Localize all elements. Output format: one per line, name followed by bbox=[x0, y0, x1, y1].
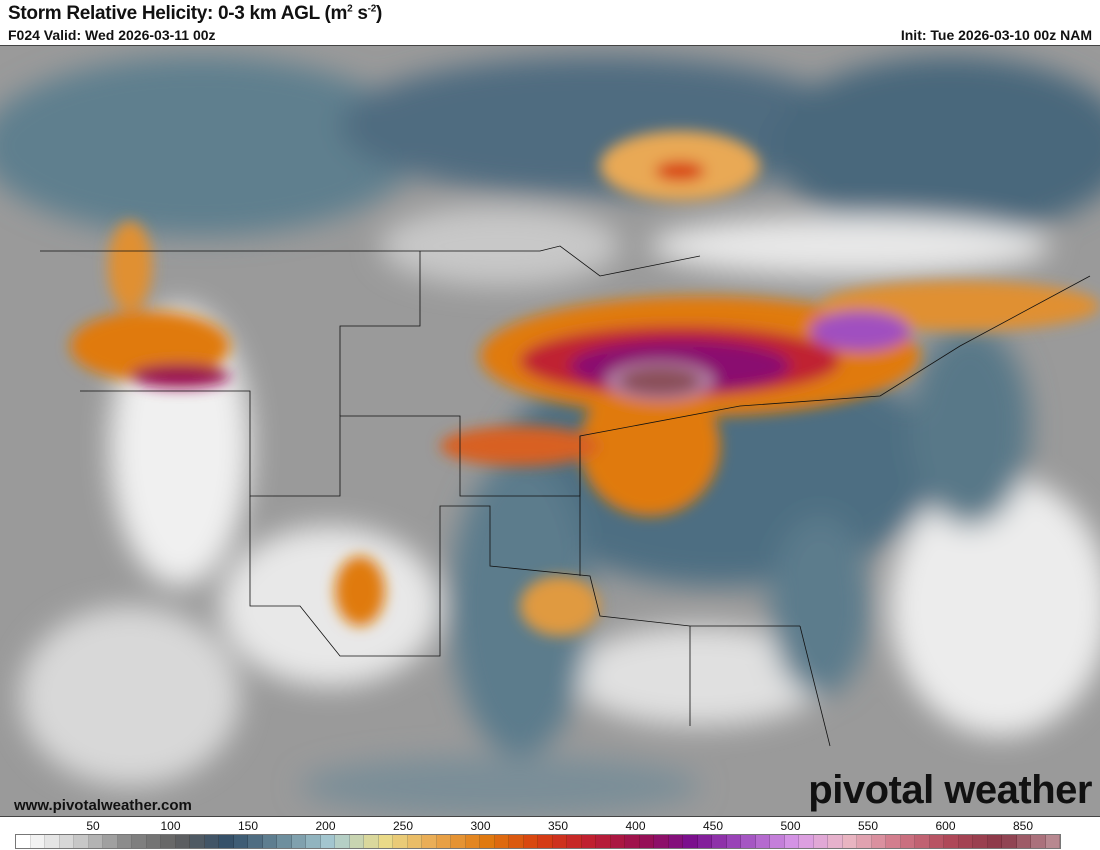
legend-swatch bbox=[683, 835, 698, 848]
map-title: Storm Relative Helicity: 0-3 km AGL (m2 … bbox=[8, 3, 382, 24]
legend-swatch bbox=[1031, 835, 1046, 848]
legend-swatch bbox=[987, 835, 1002, 848]
legend-swatch bbox=[233, 835, 248, 848]
legend-swatch bbox=[190, 835, 205, 848]
legend-swatch bbox=[45, 835, 60, 848]
legend-swatch bbox=[929, 835, 944, 848]
legend-swatch bbox=[88, 835, 103, 848]
legend-swatch bbox=[393, 835, 408, 848]
legend-swatch bbox=[117, 835, 132, 848]
legend-swatch bbox=[30, 835, 45, 848]
legend-swatch bbox=[451, 835, 466, 848]
legend-swatch bbox=[596, 835, 611, 848]
legend-swatch bbox=[915, 835, 930, 848]
legend-swatch bbox=[175, 835, 190, 848]
legend-swatch bbox=[828, 835, 843, 848]
legend-swatch bbox=[291, 835, 306, 848]
legend-swatch bbox=[755, 835, 770, 848]
legend-swatch bbox=[146, 835, 161, 848]
legend-swatch bbox=[219, 835, 234, 848]
legend-swatch bbox=[436, 835, 451, 848]
legend-swatch bbox=[364, 835, 379, 848]
legend-swatch bbox=[204, 835, 219, 848]
legend-swatch bbox=[538, 835, 553, 848]
legend-tick: 450 bbox=[702, 819, 724, 833]
pivotal-weather-logo: pivotal weather bbox=[808, 768, 1092, 812]
legend-tick: 500 bbox=[780, 819, 801, 833]
legend-swatch bbox=[320, 835, 335, 848]
helicity-field bbox=[0, 56, 1100, 816]
legend-swatch bbox=[625, 835, 640, 848]
legend-tick: 150 bbox=[237, 819, 259, 833]
legend-swatch bbox=[813, 835, 828, 848]
legend-swatch bbox=[697, 835, 712, 848]
legend-swatch bbox=[668, 835, 683, 848]
legend-swatch bbox=[900, 835, 915, 848]
legend-swatch bbox=[842, 835, 857, 848]
legend-tick: 850 bbox=[1012, 819, 1034, 833]
legend-swatch bbox=[335, 835, 350, 848]
legend-swatch bbox=[770, 835, 785, 848]
legend-swatch bbox=[726, 835, 741, 848]
legend-swatch bbox=[509, 835, 524, 848]
color-legend bbox=[15, 834, 1061, 849]
legend-swatch bbox=[262, 835, 277, 848]
legend-swatch bbox=[857, 835, 872, 848]
legend-tick: 50 bbox=[86, 819, 100, 833]
legend-swatch bbox=[16, 835, 31, 848]
legend-swatch bbox=[654, 835, 669, 848]
legend-swatch bbox=[871, 835, 886, 848]
legend-tick: 350 bbox=[547, 819, 569, 833]
legend-swatch bbox=[248, 835, 263, 848]
legend-swatch bbox=[886, 835, 901, 848]
legend-swatch bbox=[407, 835, 422, 848]
legend-swatch bbox=[161, 835, 176, 848]
legend-swatch bbox=[422, 835, 437, 848]
state-borders bbox=[40, 245, 1091, 747]
legend-swatch bbox=[610, 835, 625, 848]
legend-tick: 200 bbox=[315, 819, 336, 833]
legend-tick: 100 bbox=[160, 819, 181, 833]
init-time: Init: Tue 2026-03-10 00z NAM bbox=[900, 27, 1092, 43]
valid-time: F024 Valid: Wed 2026-03-11 00z bbox=[8, 27, 216, 43]
helicity-map bbox=[0, 45, 1100, 817]
legend-swatch bbox=[59, 835, 74, 848]
legend-swatch bbox=[958, 835, 973, 848]
watermark-url: www.pivotalweather.com bbox=[14, 797, 192, 814]
legend-tick: 600 bbox=[935, 819, 956, 833]
legend-tick: 250 bbox=[392, 819, 414, 833]
legend-swatch bbox=[480, 835, 495, 848]
legend-swatch bbox=[567, 835, 582, 848]
legend-swatch bbox=[306, 835, 321, 848]
legend-tick: 400 bbox=[625, 819, 646, 833]
legend-swatch bbox=[1045, 835, 1060, 848]
legend-swatch bbox=[1002, 835, 1017, 848]
legend-swatch bbox=[132, 835, 147, 848]
legend-swatch bbox=[494, 835, 509, 848]
legend-tick: 300 bbox=[470, 819, 491, 833]
legend-swatch bbox=[784, 835, 799, 848]
legend-swatch bbox=[581, 835, 596, 848]
legend-swatch bbox=[973, 835, 988, 848]
legend-swatch bbox=[741, 835, 756, 848]
legend-swatch bbox=[712, 835, 727, 848]
legend-swatch bbox=[74, 835, 89, 848]
legend-swatch bbox=[378, 835, 393, 848]
legend-swatch bbox=[349, 835, 364, 848]
legend-swatch bbox=[799, 835, 814, 848]
legend-swatch bbox=[277, 835, 292, 848]
legend-swatch bbox=[944, 835, 959, 848]
legend-tick: 550 bbox=[857, 819, 879, 833]
legend-swatch bbox=[465, 835, 480, 848]
legend-swatch bbox=[1016, 835, 1031, 848]
legend-swatch bbox=[523, 835, 538, 848]
legend-swatch bbox=[639, 835, 654, 848]
legend-swatch bbox=[552, 835, 567, 848]
legend-swatch bbox=[103, 835, 118, 848]
